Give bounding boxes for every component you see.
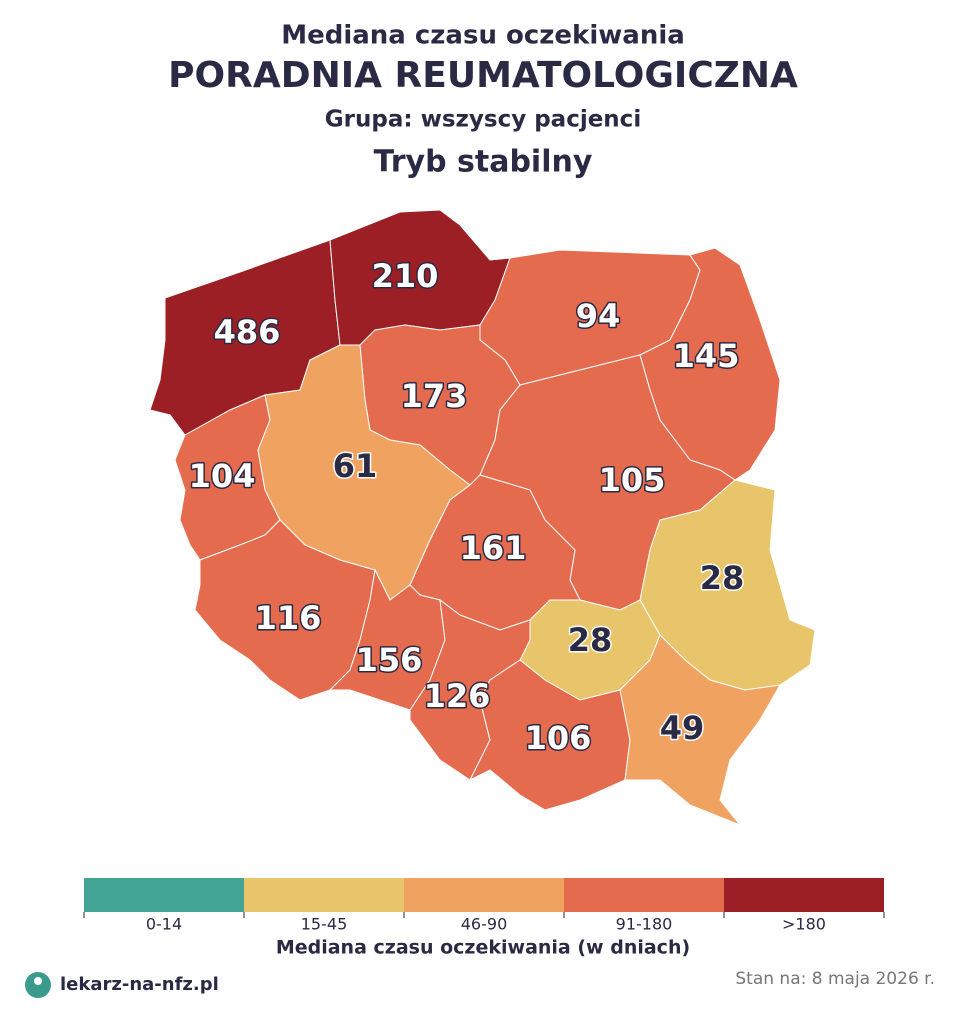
legend-label: 91-180 [616, 915, 673, 934]
region-value: 156 [356, 641, 423, 679]
legend-label: 0-14 [146, 915, 182, 934]
legend-swatch [84, 878, 244, 912]
legend-label: 15-45 [301, 915, 348, 934]
brand: lekarz-na-nfz.pl [60, 974, 219, 995]
title: PORADNIA REUMATOLOGICZNA [168, 55, 798, 96]
legend-label: >180 [782, 915, 826, 934]
group: Grupa: wszyscy pacjenci [325, 107, 641, 133]
region-value: 161 [460, 529, 527, 567]
region-value: 145 [673, 337, 740, 375]
legend-swatch [404, 878, 564, 912]
region-value: 173 [401, 377, 468, 415]
region-value: 104 [189, 457, 256, 495]
legend-title: Mediana czasu oczekiwania (w dniach) [276, 937, 690, 959]
region-value: 106 [525, 719, 592, 757]
region-value: 28 [568, 621, 613, 659]
region-value: 49 [660, 709, 705, 747]
date: Stan na: 8 maja 2026 r. [735, 969, 935, 989]
region [619, 634, 781, 827]
region-value: 116 [255, 599, 322, 637]
region-value: 210 [372, 257, 439, 295]
region-value: 126 [424, 677, 491, 715]
subtitle: Mediana czasu oczekiwania [281, 21, 685, 51]
region-value: 61 [333, 447, 378, 485]
logo-icon-head [34, 977, 42, 985]
region-value: 105 [599, 461, 666, 499]
legend-label: 46-90 [461, 915, 508, 934]
region-value: 94 [576, 297, 621, 335]
legend-swatch [724, 878, 884, 912]
region-value: 28 [700, 559, 745, 597]
region-value: 486 [214, 313, 281, 351]
legend-swatch [244, 878, 404, 912]
legend: 0-14 15-45 46-90 91-180 >180 [83, 878, 885, 934]
legend-swatch [564, 878, 724, 912]
map: 486 210 94 145 173 104 61 105 161 28 116 156 28 126 10… [149, 209, 816, 827]
mode: Tryb stabilny [374, 145, 593, 180]
